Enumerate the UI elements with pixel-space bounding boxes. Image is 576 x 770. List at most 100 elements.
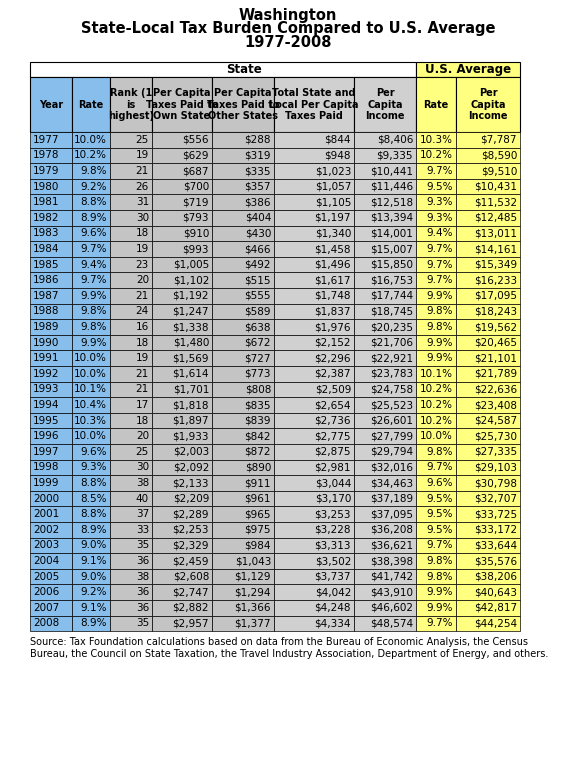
Bar bbox=[30, 163, 72, 179]
Text: $556: $556 bbox=[183, 135, 209, 145]
Bar bbox=[110, 350, 152, 366]
Text: 8.5%: 8.5% bbox=[81, 494, 107, 504]
Text: 9.3%: 9.3% bbox=[426, 213, 453, 223]
Text: Per
Capita
Income: Per Capita Income bbox=[468, 88, 508, 121]
Bar bbox=[30, 460, 72, 475]
Bar bbox=[152, 569, 212, 584]
Text: 9.5%: 9.5% bbox=[426, 494, 453, 504]
Text: $16,753: $16,753 bbox=[370, 275, 413, 285]
Text: Rank (1
is
highest): Rank (1 is highest) bbox=[108, 88, 154, 121]
Bar bbox=[456, 288, 520, 303]
Bar bbox=[274, 584, 354, 600]
Text: 9.2%: 9.2% bbox=[81, 588, 107, 598]
Bar bbox=[152, 77, 212, 132]
Text: $993: $993 bbox=[183, 244, 209, 254]
Text: $16,233: $16,233 bbox=[474, 275, 517, 285]
Bar bbox=[416, 210, 456, 226]
Bar bbox=[274, 397, 354, 413]
Text: $18,745: $18,745 bbox=[370, 306, 413, 316]
Bar bbox=[212, 320, 274, 335]
Bar bbox=[354, 569, 416, 584]
Bar bbox=[72, 428, 110, 444]
Text: $21,706: $21,706 bbox=[370, 337, 413, 347]
Text: 9.7%: 9.7% bbox=[81, 244, 107, 254]
Bar bbox=[456, 350, 520, 366]
Bar bbox=[72, 600, 110, 615]
Text: 9.5%: 9.5% bbox=[426, 182, 453, 192]
Bar bbox=[354, 77, 416, 132]
Text: 8.9%: 8.9% bbox=[81, 618, 107, 628]
Text: $1,976: $1,976 bbox=[314, 322, 351, 332]
Text: $3,502: $3,502 bbox=[314, 556, 351, 566]
Text: $835: $835 bbox=[244, 400, 271, 410]
Bar bbox=[110, 537, 152, 553]
Bar bbox=[354, 226, 416, 241]
Bar bbox=[456, 553, 520, 569]
Text: $2,654: $2,654 bbox=[314, 400, 351, 410]
Text: 25: 25 bbox=[136, 447, 149, 457]
Bar bbox=[212, 179, 274, 194]
Bar bbox=[354, 163, 416, 179]
Bar bbox=[152, 397, 212, 413]
Text: $2,133: $2,133 bbox=[172, 478, 209, 488]
Text: $3,044: $3,044 bbox=[314, 478, 351, 488]
Text: 1995: 1995 bbox=[33, 416, 59, 426]
Bar bbox=[72, 210, 110, 226]
Text: $2,736: $2,736 bbox=[314, 416, 351, 426]
Bar bbox=[416, 397, 456, 413]
Bar bbox=[456, 257, 520, 273]
Bar bbox=[72, 522, 110, 537]
Text: $3,228: $3,228 bbox=[314, 525, 351, 535]
Bar bbox=[354, 210, 416, 226]
Text: 9.8%: 9.8% bbox=[426, 322, 453, 332]
Text: 1977-2008: 1977-2008 bbox=[244, 35, 332, 50]
Text: 9.8%: 9.8% bbox=[426, 306, 453, 316]
Bar bbox=[110, 584, 152, 600]
Text: 10.1%: 10.1% bbox=[74, 384, 107, 394]
Text: $404: $404 bbox=[245, 213, 271, 223]
Bar bbox=[152, 148, 212, 163]
Bar bbox=[30, 77, 72, 132]
Text: $3,170: $3,170 bbox=[314, 494, 351, 504]
Bar bbox=[416, 382, 456, 397]
Text: $1,197: $1,197 bbox=[314, 213, 351, 223]
Bar bbox=[152, 584, 212, 600]
Bar bbox=[152, 522, 212, 537]
Bar bbox=[274, 303, 354, 320]
Text: $2,209: $2,209 bbox=[173, 494, 209, 504]
Text: $1,617: $1,617 bbox=[314, 275, 351, 285]
Bar bbox=[212, 460, 274, 475]
Text: 2008: 2008 bbox=[33, 618, 59, 628]
Text: 2004: 2004 bbox=[33, 556, 59, 566]
Bar bbox=[30, 569, 72, 584]
Bar bbox=[212, 210, 274, 226]
Text: Per Capita
Taxes Paid to
Other States: Per Capita Taxes Paid to Other States bbox=[207, 88, 279, 121]
Bar bbox=[274, 350, 354, 366]
Text: $910: $910 bbox=[183, 229, 209, 239]
Text: 21: 21 bbox=[136, 291, 149, 301]
Bar bbox=[274, 194, 354, 210]
Text: 9.6%: 9.6% bbox=[426, 478, 453, 488]
Text: $15,349: $15,349 bbox=[474, 259, 517, 270]
Text: 10.2%: 10.2% bbox=[420, 150, 453, 160]
Bar bbox=[30, 475, 72, 490]
Text: $2,981: $2,981 bbox=[314, 463, 351, 473]
Text: 35: 35 bbox=[136, 541, 149, 551]
Bar bbox=[152, 475, 212, 490]
Bar bbox=[30, 179, 72, 194]
Bar bbox=[456, 179, 520, 194]
Text: $27,335: $27,335 bbox=[474, 447, 517, 457]
Text: $1,837: $1,837 bbox=[314, 306, 351, 316]
Bar bbox=[416, 490, 456, 507]
Text: 24: 24 bbox=[136, 306, 149, 316]
Text: 9.9%: 9.9% bbox=[81, 337, 107, 347]
Text: $22,921: $22,921 bbox=[370, 353, 413, 363]
Text: $1,338: $1,338 bbox=[172, 322, 209, 332]
Text: 1984: 1984 bbox=[33, 244, 59, 254]
Text: $672: $672 bbox=[244, 337, 271, 347]
Text: $872: $872 bbox=[244, 447, 271, 457]
Bar bbox=[354, 366, 416, 382]
Bar bbox=[416, 257, 456, 273]
Bar bbox=[212, 148, 274, 163]
Text: 21: 21 bbox=[136, 384, 149, 394]
